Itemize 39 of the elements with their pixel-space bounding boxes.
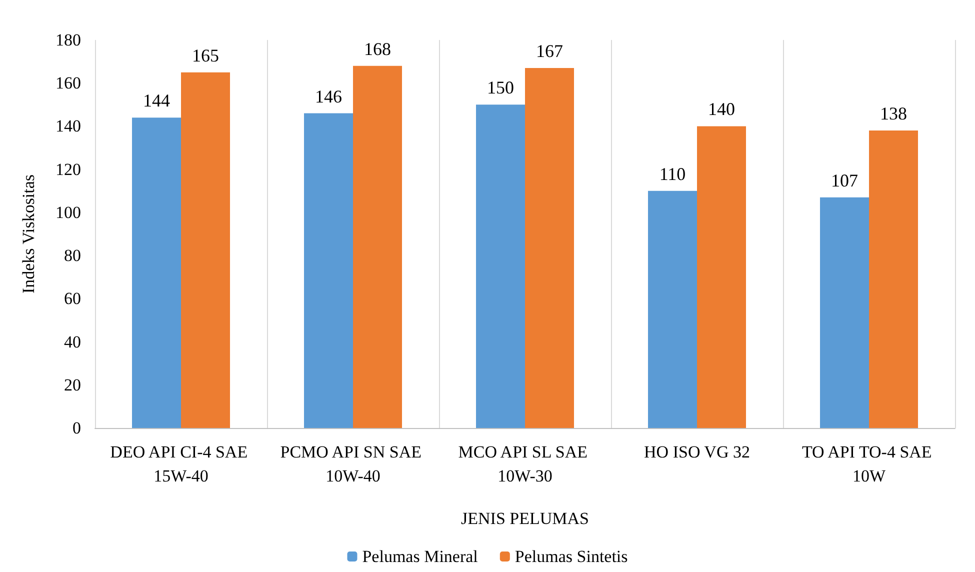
- data-label: 110: [659, 164, 686, 184]
- y-axis-title: Indeks Viskositas: [19, 174, 38, 294]
- x-tick-label: HO ISO VG 32: [644, 442, 750, 462]
- data-label: 146: [315, 86, 342, 106]
- x-tick-label: DEO API CI-4 SAE 15W-40: [110, 442, 252, 486]
- bar: [132, 118, 181, 428]
- y-tick-label: 140: [56, 116, 81, 136]
- bar: [648, 190, 697, 428]
- bar: [304, 113, 353, 428]
- y-tick-label: 0: [72, 418, 81, 438]
- data-label: 168: [364, 38, 391, 59]
- data-label: 165: [192, 45, 219, 66]
- y-tick-label: 60: [64, 289, 81, 308]
- bar: [869, 130, 918, 428]
- legend-label: Pelumas Sintetis: [514, 547, 628, 566]
- data-label: 107: [831, 170, 858, 190]
- bar: [820, 197, 869, 428]
- y-tick-label: 40: [64, 332, 81, 352]
- y-tick-label: 160: [56, 74, 81, 93]
- x-tick-label: MCO API SL SAE 10W-30: [458, 442, 592, 486]
- x-tick-label: PCMO API SN SAE 10W-40: [280, 442, 426, 486]
- y-tick-label: 20: [64, 375, 81, 394]
- data-label: 140: [708, 99, 735, 120]
- bar: [697, 126, 746, 428]
- bar: [525, 68, 574, 428]
- data-label: 150: [487, 78, 514, 98]
- data-label: 167: [536, 41, 563, 62]
- y-tick-label: 180: [56, 30, 81, 50]
- bar: [476, 104, 525, 428]
- data-label: 144: [143, 90, 170, 111]
- data-label: 138: [880, 104, 907, 124]
- legend-label: Pelumas Mineral: [362, 547, 478, 566]
- bar: [353, 66, 402, 428]
- x-axis-title: JENIS PELUMAS: [461, 509, 589, 528]
- y-tick-label: 120: [56, 160, 81, 179]
- x-tick-label: TO API TO-4 SAE 10W: [802, 442, 936, 486]
- bar: [181, 72, 230, 428]
- y-tick-label: 80: [64, 246, 81, 266]
- y-tick-label: 100: [56, 202, 81, 222]
